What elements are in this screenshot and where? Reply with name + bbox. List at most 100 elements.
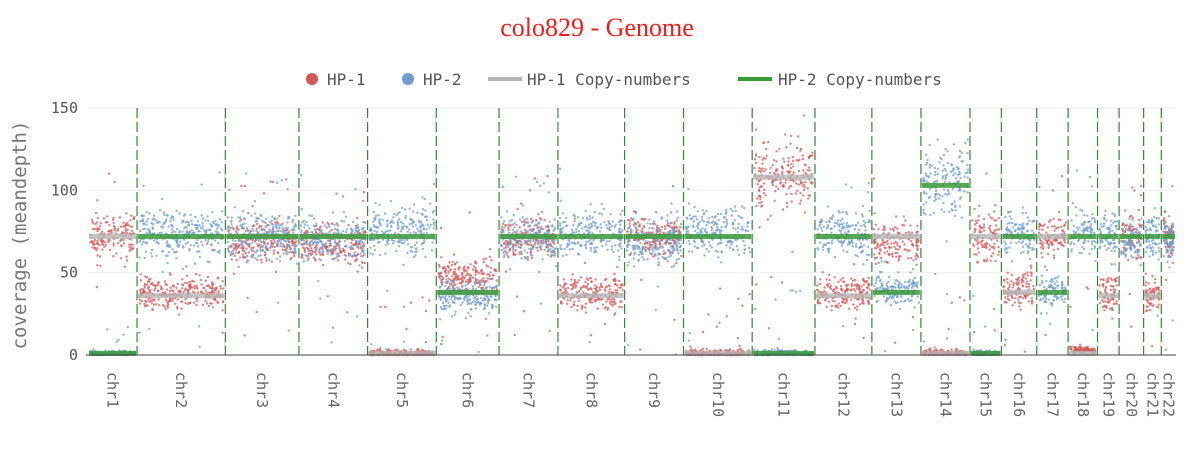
data-point-hp1-chr3 — [256, 245, 260, 248]
data-point-hp2-chr2 — [190, 229, 193, 232]
data-point-hp2-chr8 — [560, 248, 563, 251]
data-point-hp1-chr2 — [194, 272, 198, 276]
data-point-hp2-chr9 — [646, 240, 649, 243]
y-axis-label: coverage (meandepth) — [9, 121, 31, 350]
legend-label-hp1: HP-1 — [327, 70, 366, 89]
data-point-hp2-chr8 — [621, 229, 624, 232]
data-point-hp1-chr11 — [778, 147, 781, 151]
data-point-hp1-chr4 — [347, 223, 350, 227]
data-point-hp1-chr12 — [825, 305, 828, 309]
data-point-hp2-chr6 — [479, 280, 483, 284]
data-point-hp2-chr5 — [396, 212, 400, 215]
data-point-hp2-chr4 — [311, 230, 314, 234]
data-point-hp1-chr9 — [660, 225, 664, 229]
data-point-hp1-chr7 — [543, 218, 546, 222]
data-point-hp1-chr6 — [477, 285, 480, 289]
data-point-hp2-chr2 — [142, 184, 145, 188]
data-point-hp1-chr8 — [600, 297, 604, 301]
data-point-hp2-chr4 — [348, 252, 352, 255]
data-point-hp1-chr9 — [673, 221, 676, 224]
data-point-hp2-chr2 — [196, 245, 200, 248]
data-point-hp1-chr11 — [758, 186, 761, 189]
data-point-hp2-chr3 — [260, 227, 263, 231]
data-point-hp2-chr8 — [600, 226, 603, 229]
data-point-hp2-chr6 — [450, 315, 454, 318]
data-point-hp1-chr2 — [139, 229, 142, 232]
data-point-hp2-chr5 — [401, 222, 404, 225]
data-point-hp2-chr3 — [276, 301, 280, 304]
data-point-hp2-chr3 — [266, 231, 269, 234]
data-point-hp1-chr11 — [755, 197, 759, 200]
data-point-hp1-chr8 — [608, 298, 611, 301]
data-point-hp1-chr7 — [505, 251, 508, 255]
data-point-hp1-chr10 — [715, 325, 718, 328]
data-point-hp1-chr2 — [195, 303, 198, 307]
data-point-hp2-chr6 — [438, 286, 442, 289]
data-point-hp1-chr9 — [648, 248, 651, 251]
data-point-hp1-chr2 — [181, 287, 184, 290]
data-point-hp1-chr3 — [271, 227, 275, 231]
data-point-hp1-chr12 — [817, 291, 821, 294]
data-point-hp1-chr3 — [231, 252, 235, 256]
data-point-hp1-chr11 — [799, 149, 802, 152]
data-point-hp2-chr3 — [279, 244, 282, 248]
data-point-hp2-chr3 — [267, 224, 270, 227]
data-point-hp1-chr2 — [195, 284, 198, 287]
data-point-hp2-chr12 — [844, 183, 848, 186]
data-point-hp1-chr6 — [450, 263, 453, 267]
data-point-hp1-chr12 — [845, 287, 849, 290]
data-point-hp1-chr2 — [214, 299, 217, 302]
data-point-hp1-chr3 — [255, 310, 258, 314]
data-point-hp1-chr6 — [459, 277, 462, 280]
data-point-hp1-chr11 — [799, 199, 803, 202]
data-point-hp2-chr7 — [535, 219, 538, 222]
data-point-hp2-chr4 — [320, 228, 323, 231]
data-point-hp1-chr12 — [837, 280, 840, 284]
data-point-hp1-chr11 — [764, 194, 767, 197]
data-point-hp2-chr3 — [271, 223, 275, 226]
data-point-hp2-chr9 — [669, 226, 673, 229]
data-point-hp1-chr6 — [482, 258, 485, 261]
data-point-hp2-chr10 — [700, 218, 704, 221]
data-point-hp1-chr8 — [576, 309, 579, 312]
data-point-hp2-chr10 — [744, 229, 748, 232]
data-point-hp2-chr9 — [656, 229, 659, 232]
data-point-hp2-chr4 — [335, 252, 338, 255]
data-point-hp2-chr2 — [197, 230, 200, 233]
data-point-hp2-chr7 — [518, 239, 522, 242]
data-point-hp2-chr6 — [438, 294, 441, 298]
data-point-hp1-chr12 — [860, 291, 864, 294]
data-point-hp2-chr6 — [440, 283, 444, 287]
data-point-hp2-chr10 — [701, 227, 704, 230]
data-point-hp1-chr12 — [825, 283, 829, 286]
data-point-hp1-chr3 — [283, 248, 287, 252]
data-point-hp1-chr6 — [458, 265, 461, 269]
data-point-hp1-chr11 — [792, 171, 795, 174]
data-point-hp2-chr5 — [389, 199, 393, 203]
data-point-hp1-chr11 — [753, 167, 756, 170]
data-point-hp1-chr3 — [293, 254, 296, 258]
data-point-hp2-chr6 — [459, 297, 462, 300]
data-point-hp1-chr11 — [799, 147, 803, 151]
data-point-hp2-chr5 — [406, 230, 410, 233]
data-point-hp1-chr2 — [156, 283, 160, 287]
data-point-hp2-chr5 — [422, 227, 426, 231]
data-point-hp2-chr7 — [521, 216, 525, 219]
data-point-hp2-chr8 — [621, 209, 624, 213]
data-point-hp2-chr4 — [340, 219, 343, 223]
data-point-hp1-chr3 — [241, 253, 245, 256]
data-point-hp1-chr11 — [802, 114, 806, 117]
data-point-hp1-chr11 — [787, 164, 790, 167]
data-point-hp1-chr4 — [353, 251, 356, 254]
data-point-hp2-chr4 — [356, 242, 359, 246]
data-point-hp2-chr12 — [857, 231, 860, 235]
data-point-hp2-chr10 — [720, 226, 723, 229]
data-point-hp2-chr12 — [825, 220, 828, 224]
data-point-hp2-chr10 — [703, 254, 706, 257]
data-point-hp2-chr5 — [421, 247, 424, 251]
data-point-hp2-chr5 — [425, 228, 428, 231]
data-point-hp2-chr2 — [156, 221, 159, 225]
data-point-hp2-chr4 — [308, 227, 311, 230]
data-point-hp1-chr6 — [453, 263, 457, 266]
data-point-hp1-chr8 — [573, 278, 577, 282]
